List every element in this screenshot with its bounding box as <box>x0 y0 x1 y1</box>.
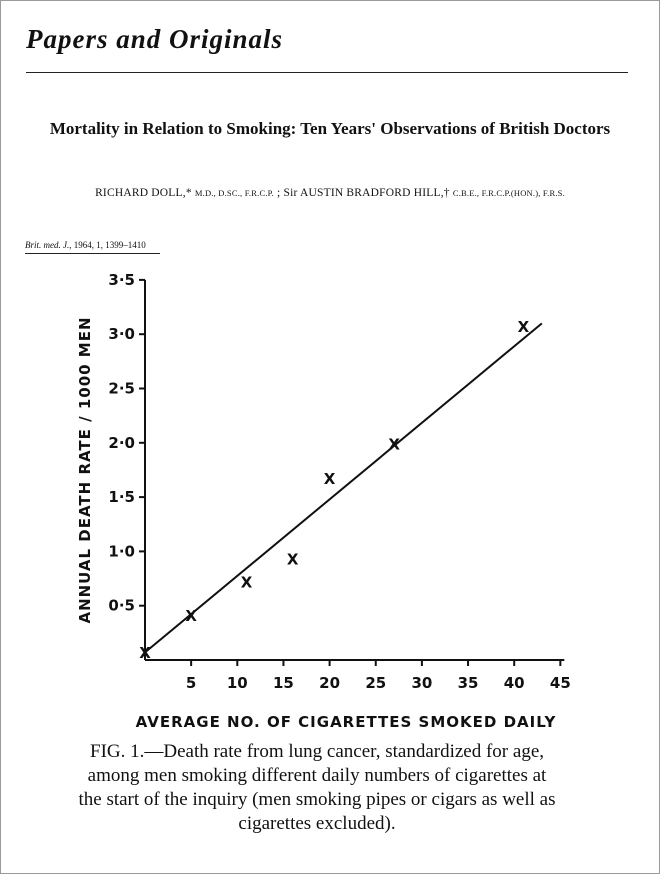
author2-degrees: C.B.E., F.R.C.P.(HON.), F.R.S. <box>452 188 565 198</box>
chart-points: X X X X X X X <box>139 318 529 662</box>
paper-title: Mortality in Relation to Smoking: Ten Ye… <box>49 119 611 138</box>
chart-fit-line <box>144 322 543 654</box>
data-point-marker: X <box>518 318 530 336</box>
author1-name: RICHARD DOLL,* <box>95 187 192 199</box>
y-tick-label: 3·0 <box>108 325 135 343</box>
x-tick-label: 5 <box>186 674 196 692</box>
data-point-marker: X <box>241 573 253 591</box>
x-axis-title: AVERAGE NO. OF CIGARETTES SMOKED DAILY <box>136 713 557 731</box>
citation-journal: Brit. med. J., <box>25 240 72 250</box>
x-tick-label: 15 <box>273 674 294 692</box>
trend-line <box>144 322 543 654</box>
x-tick-label: 30 <box>411 674 432 692</box>
y-tick-label: 1·5 <box>108 488 135 506</box>
heading-rule <box>26 72 628 73</box>
data-point-marker: X <box>287 551 299 569</box>
x-tick-label: 20 <box>319 674 340 692</box>
x-tick-label: 10 <box>227 674 248 692</box>
author-separator: ; <box>277 187 281 199</box>
y-tick-label: 0·5 <box>108 597 135 615</box>
citation: Brit. med. J., 1964, 1, 1399–1410 <box>25 240 146 250</box>
data-point-marker: X <box>324 470 336 488</box>
x-tick-label: 35 <box>458 674 479 692</box>
y-tick-label: 2·5 <box>108 380 135 398</box>
y-tick-label: 2·0 <box>108 434 135 452</box>
section-heading: Papers and Originals <box>26 24 284 54</box>
author1-degrees: M.D., D.SC., F.R.C.P. <box>194 188 274 198</box>
chart-ticks: 0·5 1·0 1·5 2·0 2·5 3·0 3·5 5 10 15 20 25 30 35 40 45 <box>108 271 570 692</box>
author2-name: Sir AUSTIN BRADFORD HILL,† <box>283 187 450 199</box>
chart-axis-titles: AVERAGE NO. OF CIGARETTES SMOKED DAILY AN… <box>76 316 557 731</box>
citation-rule <box>25 253 160 254</box>
y-tick-label: 1·0 <box>108 542 135 560</box>
data-point-marker: X <box>185 607 197 625</box>
x-tick-label: 45 <box>550 674 571 692</box>
authors-line: RICHARD DOLL,* M.D., D.SC., F.R.C.P. ; S… <box>40 187 620 199</box>
figure-caption: FIG. 1.—Death rate from lung cancer, sta… <box>78 741 556 834</box>
citation-details: 1964, 1, 1399–1410 <box>73 240 146 250</box>
y-axis-title: ANNUAL DEATH RATE / 1000 MEN <box>76 316 94 623</box>
data-point-marker: X <box>139 644 151 662</box>
x-tick-label: 40 <box>504 674 525 692</box>
chart-axes <box>144 279 565 661</box>
y-tick-label: 3·5 <box>108 271 135 289</box>
x-tick-label: 25 <box>365 674 386 692</box>
data-point-marker: X <box>388 435 400 453</box>
